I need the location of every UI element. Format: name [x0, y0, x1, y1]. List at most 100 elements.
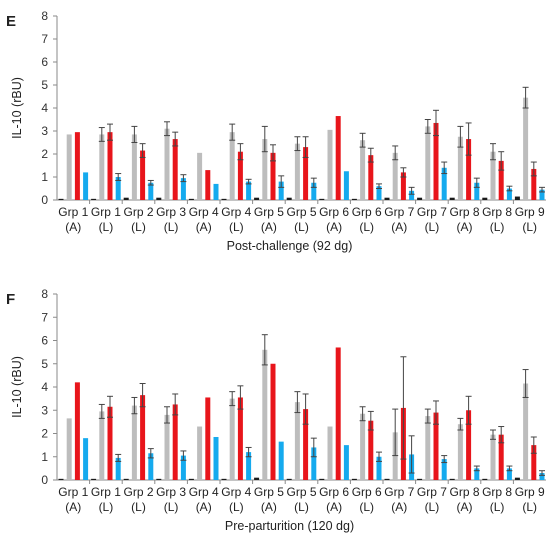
x-tick-label: (A)	[457, 220, 473, 234]
bar	[506, 188, 512, 200]
x-tick-label: Grp 1	[58, 205, 88, 219]
y-tick-label: 6	[41, 334, 48, 348]
bar	[417, 197, 423, 200]
bar	[294, 143, 300, 200]
x-tick-label: Grp 3	[156, 205, 186, 219]
bar	[83, 438, 89, 480]
bar	[433, 122, 439, 200]
bar	[270, 152, 276, 200]
bar	[164, 414, 170, 480]
bar	[148, 182, 154, 200]
y-tick-label: 5	[41, 78, 48, 92]
bar	[376, 456, 382, 480]
bar	[425, 416, 431, 480]
bar	[319, 198, 325, 200]
bar	[539, 473, 545, 480]
x-tick-label: (A)	[326, 220, 342, 234]
y-tick-label: 2	[41, 427, 48, 441]
bar	[351, 478, 357, 480]
y-tick-label: 7	[41, 310, 48, 324]
bar	[270, 363, 276, 480]
x-tick-label: Grp 6	[352, 485, 382, 499]
bar	[392, 152, 398, 200]
bar	[131, 134, 137, 200]
x-tick-label: (L)	[425, 220, 440, 234]
bar	[156, 197, 162, 200]
bar	[474, 182, 480, 200]
bar	[392, 432, 398, 480]
bar	[123, 478, 129, 480]
bar	[254, 197, 260, 200]
bar	[164, 128, 170, 200]
x-axis-title: Pre-parturition (120 dg)	[225, 519, 354, 533]
bar	[221, 478, 227, 480]
bar	[188, 478, 194, 480]
y-axis-title: IL-10 (rBU)	[10, 77, 24, 139]
bar	[66, 134, 72, 200]
x-tick-label: Grp 1	[91, 205, 121, 219]
x-tick-label: Grp 4	[221, 205, 251, 219]
x-tick-label: (L)	[359, 220, 374, 234]
y-tick-label: 8	[41, 287, 48, 301]
bar	[294, 402, 300, 480]
bar	[66, 418, 72, 480]
bar	[140, 395, 146, 480]
bar	[343, 171, 349, 200]
x-tick-label: Grp 8	[482, 205, 512, 219]
bar	[351, 198, 357, 200]
bar	[384, 197, 390, 200]
bar	[107, 406, 113, 480]
y-tick-label: 5	[41, 357, 48, 371]
x-tick-label: (L)	[131, 500, 146, 514]
bar	[286, 197, 292, 200]
y-tick-label: 4	[41, 380, 48, 394]
bar	[107, 132, 113, 200]
bar	[311, 182, 317, 200]
bar	[433, 412, 439, 480]
bar	[278, 441, 284, 480]
bar	[115, 457, 121, 480]
x-tick-label: Grp 9	[515, 485, 545, 499]
x-tick-label: Grp 5	[254, 485, 284, 499]
x-tick-label: (A)	[326, 500, 342, 514]
x-tick-label: Grp 4	[221, 485, 251, 499]
bar	[303, 147, 309, 200]
y-tick-label: 0	[41, 193, 48, 207]
bar	[237, 397, 243, 480]
y-tick-label: 4	[41, 101, 48, 115]
bar	[140, 150, 146, 200]
x-tick-label: (L)	[131, 220, 146, 234]
x-tick-label: Grp 1	[91, 485, 121, 499]
x-tick-label: Grp 7	[384, 485, 414, 499]
bar	[360, 413, 366, 480]
x-tick-label: Grp 5	[286, 485, 316, 499]
x-tick-label: (A)	[391, 500, 407, 514]
bar	[115, 177, 121, 200]
bar	[286, 478, 292, 480]
bar	[180, 178, 186, 200]
x-tick-label: Grp 5	[254, 205, 284, 219]
y-tick-label: 1	[41, 170, 48, 184]
bar	[197, 426, 203, 480]
y-tick-label: 0	[41, 473, 48, 487]
x-tick-label: Grp 6	[319, 485, 349, 499]
bar	[457, 424, 463, 480]
x-tick-label: (A)	[196, 500, 212, 514]
bar	[474, 468, 480, 480]
x-tick-label: (A)	[65, 500, 81, 514]
panel-label: E	[6, 13, 16, 30]
x-tick-label: Grp 8	[449, 485, 479, 499]
bar	[368, 420, 374, 480]
y-tick-label: 1	[41, 450, 48, 464]
bar	[498, 434, 504, 480]
x-tick-label: Grp 4	[189, 485, 219, 499]
x-tick-label: (L)	[490, 220, 505, 234]
bar	[384, 478, 390, 480]
bar	[400, 172, 406, 200]
bar	[514, 477, 520, 480]
bar	[91, 478, 97, 480]
bar	[74, 382, 80, 480]
x-tick-label: (L)	[229, 500, 244, 514]
